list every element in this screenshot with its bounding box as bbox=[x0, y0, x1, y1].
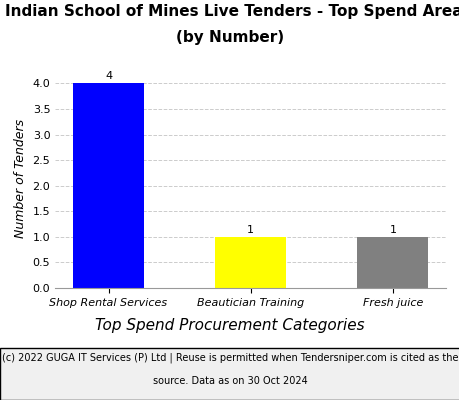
Bar bbox=[357, 237, 427, 288]
Text: (by Number): (by Number) bbox=[175, 30, 284, 45]
Text: Indian School of Mines Live Tenders - Top Spend Areas: Indian School of Mines Live Tenders - To… bbox=[5, 4, 459, 19]
Text: 1: 1 bbox=[246, 225, 254, 235]
Text: (c) 2022 GUGA IT Services (P) Ltd | Reuse is permitted when Tendersniper.com is : (c) 2022 GUGA IT Services (P) Ltd | Reus… bbox=[2, 353, 457, 363]
Text: source. Data as on 30 Oct 2024: source. Data as on 30 Oct 2024 bbox=[152, 376, 307, 386]
Bar bbox=[73, 83, 144, 288]
Text: Top Spend Procurement Categories: Top Spend Procurement Categories bbox=[95, 318, 364, 333]
Y-axis label: Number of Tenders: Number of Tenders bbox=[14, 118, 27, 238]
Text: 1: 1 bbox=[388, 225, 396, 235]
Bar bbox=[215, 237, 285, 288]
Text: 4: 4 bbox=[105, 71, 112, 81]
